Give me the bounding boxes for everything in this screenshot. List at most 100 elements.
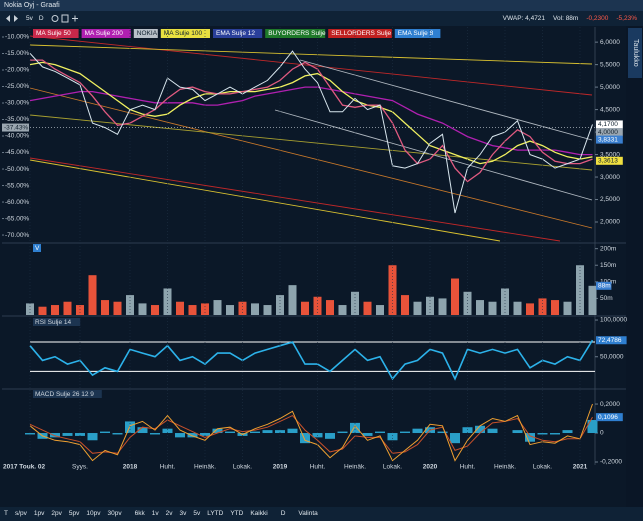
nav-icons[interactable] bbox=[4, 11, 20, 26]
volume-bar bbox=[113, 301, 122, 315]
value-tag-label: 4,0000 bbox=[598, 129, 618, 136]
legend-label: MA Sulje 50 bbox=[36, 30, 71, 37]
legend-box bbox=[265, 29, 326, 38]
range-button[interactable]: s/pv bbox=[14, 510, 27, 517]
y-tick-label: 4,5000 bbox=[600, 106, 620, 113]
volume-bar bbox=[51, 305, 59, 315]
panel-separators bbox=[2, 27, 626, 465]
volume-bar bbox=[76, 305, 84, 315]
macd-hist-bar bbox=[487, 428, 498, 434]
value-tag bbox=[596, 135, 623, 144]
trend-line bbox=[29, 159, 501, 242]
volume-bar bbox=[476, 300, 484, 315]
macd-hist-bar bbox=[537, 433, 548, 435]
value-tag bbox=[596, 413, 623, 422]
range-button[interactable]: D bbox=[280, 510, 286, 517]
macd-hist-bar bbox=[125, 421, 135, 434]
legend-box bbox=[394, 29, 441, 38]
volume-bar bbox=[38, 306, 47, 315]
y-tick-label: -20.00% bbox=[5, 67, 29, 74]
macd-hist-bar bbox=[62, 433, 73, 436]
value-tag-label: 3,3613 bbox=[598, 158, 618, 165]
toolbar-stats: VWAP: 4,4721 Vol: 88m -0,2300 -5,23% bbox=[503, 11, 637, 26]
macd-hist-bar bbox=[475, 425, 485, 434]
x-tick-label: 2020 bbox=[423, 464, 438, 471]
macd-hist-bar bbox=[437, 431, 448, 434]
macd-hist-bar bbox=[275, 430, 285, 434]
volume-bar bbox=[188, 305, 197, 315]
legend-label: MA Sulje 100 bbox=[164, 30, 203, 37]
range-button[interactable]: 3v bbox=[179, 510, 187, 517]
range-button[interactable]: Kaikki bbox=[250, 510, 268, 517]
range-button[interactable]: 2pv bbox=[51, 510, 62, 517]
macd-hist-bar bbox=[587, 419, 598, 434]
x-tick-label: Lokak. bbox=[383, 464, 402, 471]
y-tick-label: -15.00% bbox=[5, 50, 29, 57]
macd-hist-bar bbox=[562, 430, 573, 434]
legend-box bbox=[213, 29, 263, 38]
volume-bar bbox=[313, 296, 322, 315]
value-tag-label: 0,1096 bbox=[598, 414, 618, 421]
macd-hist-bar bbox=[225, 431, 235, 434]
macd-hist-bar bbox=[87, 433, 98, 441]
y-tick-label: -25.00% bbox=[5, 83, 29, 90]
toolbar-left: 5v D bbox=[4, 11, 80, 26]
volume-bar bbox=[526, 303, 534, 315]
volume-bar bbox=[513, 301, 522, 315]
range-button[interactable]: 1v bbox=[151, 510, 159, 517]
panel-label: RSI Sulje 14 bbox=[35, 319, 72, 326]
value-tag bbox=[596, 128, 623, 137]
y-tick-label: -70.00% bbox=[5, 232, 29, 239]
macd-hist-bar bbox=[212, 428, 223, 434]
stat: Vol: 88m bbox=[553, 15, 579, 22]
range-button[interactable]: Valinta bbox=[298, 510, 318, 517]
price-line bbox=[30, 59, 593, 183]
panel-label-box bbox=[33, 390, 102, 398]
volume-bar bbox=[426, 296, 434, 315]
volume-bar bbox=[326, 300, 334, 315]
volume-bar bbox=[126, 295, 134, 315]
legend-box bbox=[160, 29, 210, 38]
x-tick-label: Lokak. bbox=[533, 464, 552, 471]
volume-bar bbox=[151, 305, 159, 315]
range-button[interactable]: 5v bbox=[193, 510, 201, 517]
y-tick-label: -35.00% bbox=[5, 116, 29, 123]
button[interactable]: 5v bbox=[26, 15, 33, 22]
volume-bar bbox=[226, 305, 234, 315]
macd-hist-bar bbox=[75, 433, 85, 436]
x-tick-label: Heinäk. bbox=[494, 464, 516, 471]
range-button[interactable]: LYTD bbox=[207, 510, 224, 517]
button[interactable]: D bbox=[38, 15, 44, 22]
volume-bar bbox=[451, 278, 459, 315]
price-line bbox=[29, 61, 593, 165]
legend-label: EMA Sulje 8 bbox=[398, 30, 434, 37]
range-button[interactable]: 1pv bbox=[33, 510, 45, 517]
trend-line bbox=[299, 59, 593, 141]
range-button[interactable]: 10pv bbox=[86, 510, 101, 517]
rsi-line bbox=[29, 339, 594, 381]
macd-hist-bar bbox=[337, 431, 348, 434]
range-button[interactable]: 5pv bbox=[68, 510, 80, 517]
range-button[interactable]: T bbox=[4, 510, 8, 517]
tool-icons[interactable] bbox=[50, 11, 80, 26]
volume-bar bbox=[288, 285, 297, 315]
value-tag bbox=[596, 336, 627, 345]
volume-bar bbox=[401, 295, 409, 315]
volume-bar bbox=[138, 303, 147, 315]
macd-hist-bar bbox=[400, 431, 410, 434]
side-tab[interactable]: Taulukko bbox=[628, 28, 642, 78]
volume-bar bbox=[263, 305, 272, 315]
volume-bar bbox=[388, 265, 397, 315]
macd-hist-bar bbox=[175, 433, 185, 438]
macd-hist-bar bbox=[100, 431, 110, 434]
trend-lines bbox=[29, 35, 593, 242]
signal-line bbox=[29, 414, 593, 454]
range-button[interactable]: 30pv bbox=[107, 510, 122, 517]
macd-hist-bar bbox=[162, 428, 173, 434]
range-button[interactable]: YTD bbox=[230, 510, 244, 517]
range-button[interactable]: 6kk bbox=[134, 510, 145, 517]
y-tick-label: 0,2000 bbox=[600, 401, 620, 408]
value-tag-label: 88m bbox=[598, 283, 611, 290]
range-button[interactable]: 2v bbox=[165, 510, 173, 517]
stat: -5,23% bbox=[616, 15, 637, 22]
